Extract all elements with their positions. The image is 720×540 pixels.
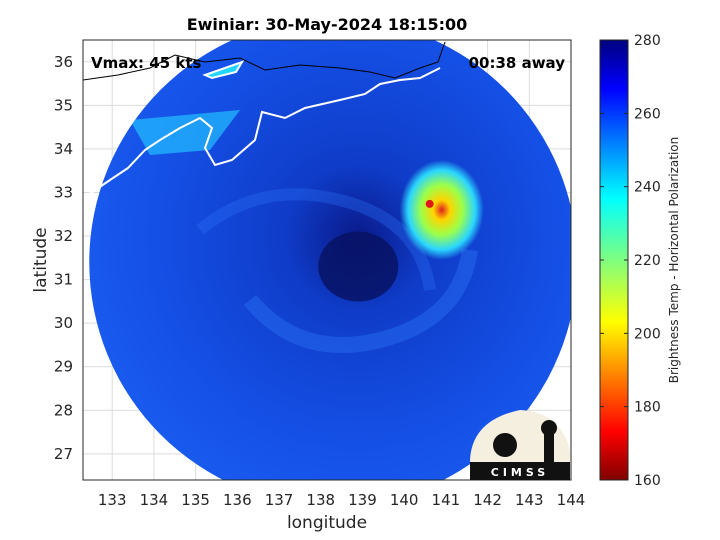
colorbar-tick-label: 280: [634, 33, 661, 49]
x-tick-label: 137: [265, 491, 294, 509]
x-tick-label: 136: [223, 491, 252, 509]
x-tick-label: 135: [181, 491, 210, 509]
colorbar-tick-label: 160: [634, 473, 661, 489]
spiral-band: [243, 248, 478, 353]
logo-text: CIMSS: [491, 466, 549, 479]
x-tick-label: 140: [390, 491, 419, 509]
cool-region-north: [130, 110, 240, 155]
y-tick-label: 27: [54, 445, 73, 463]
y-tick-label: 35: [54, 96, 73, 114]
colorbar-tick-label: 200: [634, 326, 661, 342]
storm-center: [318, 231, 399, 302]
colorbar-tick-label: 220: [634, 253, 661, 269]
coastline: [202, 60, 245, 80]
x-tick-label: 142: [473, 491, 502, 509]
y-tick-label: 33: [54, 183, 73, 201]
x-tick-label: 134: [140, 491, 169, 509]
y-tick-label: 30: [54, 314, 73, 332]
colorbar-tick-label: 260: [634, 106, 661, 122]
colorbar-tick-label: 180: [634, 400, 661, 416]
y-tick-label: 29: [54, 358, 73, 376]
x-axis-label: longitude: [287, 513, 367, 533]
x-tick-label: 144: [557, 491, 586, 509]
x-tick-label: 141: [432, 491, 461, 509]
cimss-logo: CIMSS: [470, 410, 570, 480]
convection-cell: [399, 159, 484, 260]
plot-border: [82, 39, 572, 481]
chart-title: Ewiniar: 30-May-2024 18:15:00: [187, 15, 468, 34]
coastline: [87, 67, 441, 196]
x-tick-label: 139: [348, 491, 377, 509]
x-axis-ticks: 133 134 135 136 137 138 139 140 141 142 143 144: [98, 491, 585, 509]
colorbar-tick-label: 240: [634, 180, 661, 196]
y-tick-label: 36: [54, 53, 73, 71]
x-tick-label: 138: [306, 491, 335, 509]
colorbar-label: Brightness Temp - Horizontal Polarizatio…: [667, 137, 681, 384]
colorbar: [599, 39, 629, 481]
land-outline: [83, 41, 446, 81]
y-axis-ticks: 27 28 29 30 31 32 33 34 35 36: [54, 53, 73, 463]
vmax-annotation: Vmax: 45 kts: [91, 54, 201, 72]
y-axis-label: latitude: [31, 227, 51, 292]
x-tick-label: 133: [98, 491, 127, 509]
x-tick-label: 143: [515, 491, 544, 509]
y-tick-label: 34: [54, 140, 73, 158]
y-tick-label: 28: [54, 401, 73, 419]
y-tick-label: 31: [54, 271, 73, 289]
spiral-band: [196, 188, 436, 291]
convection-core: [425, 199, 434, 208]
time-offset-annotation: 00:38 away: [469, 54, 566, 72]
colorbar-ticks: 160 180 200 220 240 260 280: [600, 33, 661, 489]
y-tick-label: 32: [54, 227, 73, 245]
